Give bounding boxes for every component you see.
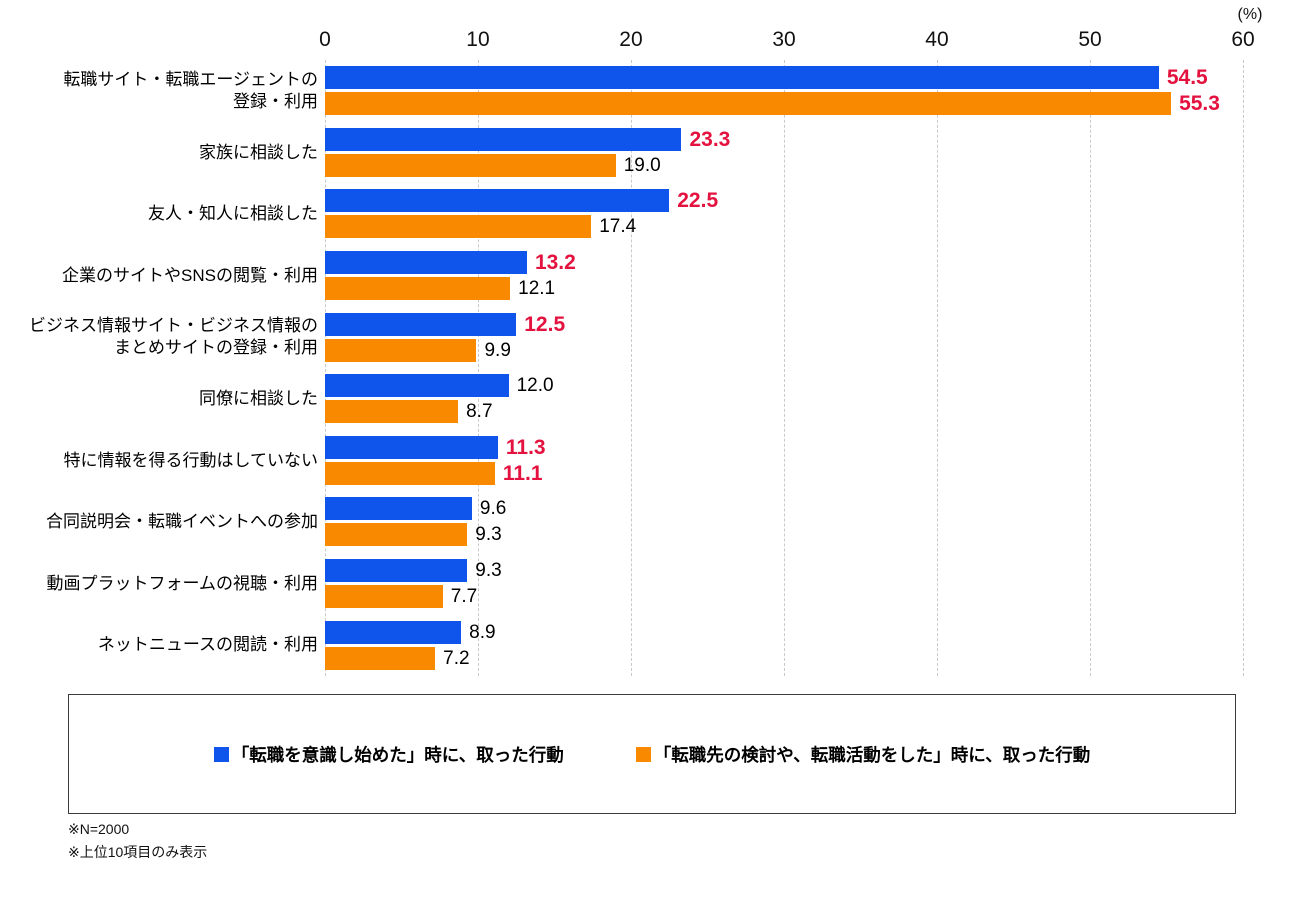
bar-value-label: 19.0 [623, 154, 661, 176]
axis-tick-label: 10 [466, 28, 490, 51]
bar-row: 12.0 8.7 [325, 368, 1243, 430]
category-label: 同僚に相談した [199, 388, 318, 408]
bar-row: 54.5 55.3 [325, 60, 1243, 122]
axis-tick-label: 40 [925, 28, 949, 51]
axis-unit-label: (%) [1237, 6, 1263, 23]
gridline [630, 60, 632, 676]
footnote-sample-size: ※N=2000 [68, 821, 130, 837]
bar-value-label: 12.1 [518, 278, 556, 300]
footnote-top10: ※上位10項目のみ表示 [68, 844, 208, 860]
bar-series2 [325, 92, 1172, 116]
axis-tick-label: 30 [772, 28, 796, 51]
bar-value-label: 12.0 [516, 375, 554, 397]
bar-series1 [325, 620, 462, 644]
bar-series2 [325, 523, 468, 547]
bar-value-label: 55.3 [1179, 92, 1220, 116]
bar-value-label: 22.5 [677, 189, 719, 213]
axis-ticks: 0 10 20 30 40 50 60 [319, 28, 1255, 54]
bar-row: 12.5 9.9 [325, 306, 1243, 368]
legend-label-series1: 「転職を意識し始めた」時に、取った行動 [231, 744, 564, 765]
legend-label-series2: 「転職先の検討や、転職活動をした」時に、取った行動 [653, 744, 1091, 765]
bar-value-label: 9.6 [479, 498, 507, 520]
legend: 「転職を意識し始めた」時に、取った行動 「転職先の検討や、転職活動をした」時に、… [68, 694, 1236, 814]
bar-value-label: 8.7 [466, 401, 493, 423]
category-label: 企業のサイトやSNSの閲覧・利用 [62, 265, 318, 285]
footnotes: ※N=2000 ※上位10項目のみ表示 [68, 818, 207, 864]
bar-row: 23.3 19.0 [325, 122, 1243, 184]
gridline [477, 60, 479, 676]
bar-series1 [325, 435, 498, 459]
legend-item-series1: 「転職を意識し始めた」時に、取った行動 [213, 742, 564, 767]
bar-series2 [325, 400, 459, 424]
category-label: 友人・知人に相談した [148, 204, 318, 224]
bar-series1 [325, 312, 517, 336]
gridline [1243, 60, 1244, 676]
bar-series1 [325, 374, 509, 398]
bar-value-label: 9.9 [484, 339, 511, 361]
bar-row: 13.2 12.1 [325, 245, 1243, 307]
bar-series2 [325, 461, 495, 485]
bar-series2 [325, 585, 443, 609]
gridline [1090, 60, 1091, 676]
gridline [325, 60, 326, 676]
bar-value-label: 12.5 [524, 312, 566, 336]
bar-series2 [325, 215, 592, 239]
bar-series1 [325, 127, 682, 151]
bar-row: 9.6 9.3 [325, 491, 1243, 553]
legend-item-series2: 「転職先の検討や、転職活動をした」時に、取った行動 [635, 742, 1091, 767]
axis-tick-label: 0 [319, 28, 331, 51]
bar-value-label: 11.3 [505, 435, 546, 459]
category-label: ネットニュースの閲読・利用 [97, 635, 318, 655]
category-label: 特に情報を得る行動はしていない [63, 450, 319, 470]
gridline [784, 60, 785, 676]
category-label: 合同説明会・転職イベントへの参加 [46, 512, 318, 532]
bar-value-label: 8.9 [469, 621, 496, 643]
category-label: 転職サイト・転職エージェントの 登録・利用 [63, 70, 318, 111]
bar-value-label: 7.7 [450, 586, 478, 608]
bar-row: 11.3 11.1 [325, 430, 1243, 492]
bar-value-label: 13.2 [534, 251, 576, 275]
bar-series2 [325, 646, 436, 670]
bar-row: 8.9 7.2 [325, 614, 1243, 676]
bar-value-label: 9.3 [475, 524, 502, 546]
bar-series1 [325, 251, 527, 275]
category-label: 動画プラットフォームの視聴・利用 [46, 573, 319, 593]
bar-value-label: 7.2 [443, 647, 470, 669]
legend-swatch-blue-icon [213, 746, 229, 762]
bar-value-label: 54.5 [1166, 66, 1208, 90]
axis-tick-label: 50 [1078, 28, 1102, 51]
bar-series1 [325, 189, 670, 213]
legend-swatch-orange-icon [635, 746, 651, 762]
bar-series2 [325, 338, 477, 362]
bar-value-label: 23.3 [689, 127, 731, 151]
category-label: 家族に相談した [199, 142, 318, 162]
bar-row: 22.5 17.4 [325, 183, 1243, 245]
bar-series1 [325, 559, 468, 583]
bar-series1 [325, 497, 472, 521]
category-labels: 転職サイト・転職エージェントの 登録・利用家族に相談した友人・知人に相談した企業の… [0, 60, 318, 676]
bar-row: 9.3 7.7 [325, 553, 1243, 615]
bar-series2 [325, 277, 511, 301]
bar-series2 [325, 153, 616, 177]
category-label: ビジネス情報サイト・ビジネス情報の まとめサイトの登録・利用 [29, 316, 318, 358]
plot-area: 54.5 55.3 23.3 19.0 22.5 17.4 13.2 12.1 12.5 9.9 1… [325, 60, 1244, 676]
bar-value-label: 11.1 [502, 461, 543, 485]
axis-tick-label: 60 [1231, 28, 1255, 51]
bar-series1 [325, 66, 1159, 90]
gridline [936, 60, 938, 676]
axis-tick-label: 20 [619, 28, 643, 51]
bar-value-label: 9.3 [475, 560, 502, 582]
bar-value-label: 17.4 [599, 216, 637, 238]
